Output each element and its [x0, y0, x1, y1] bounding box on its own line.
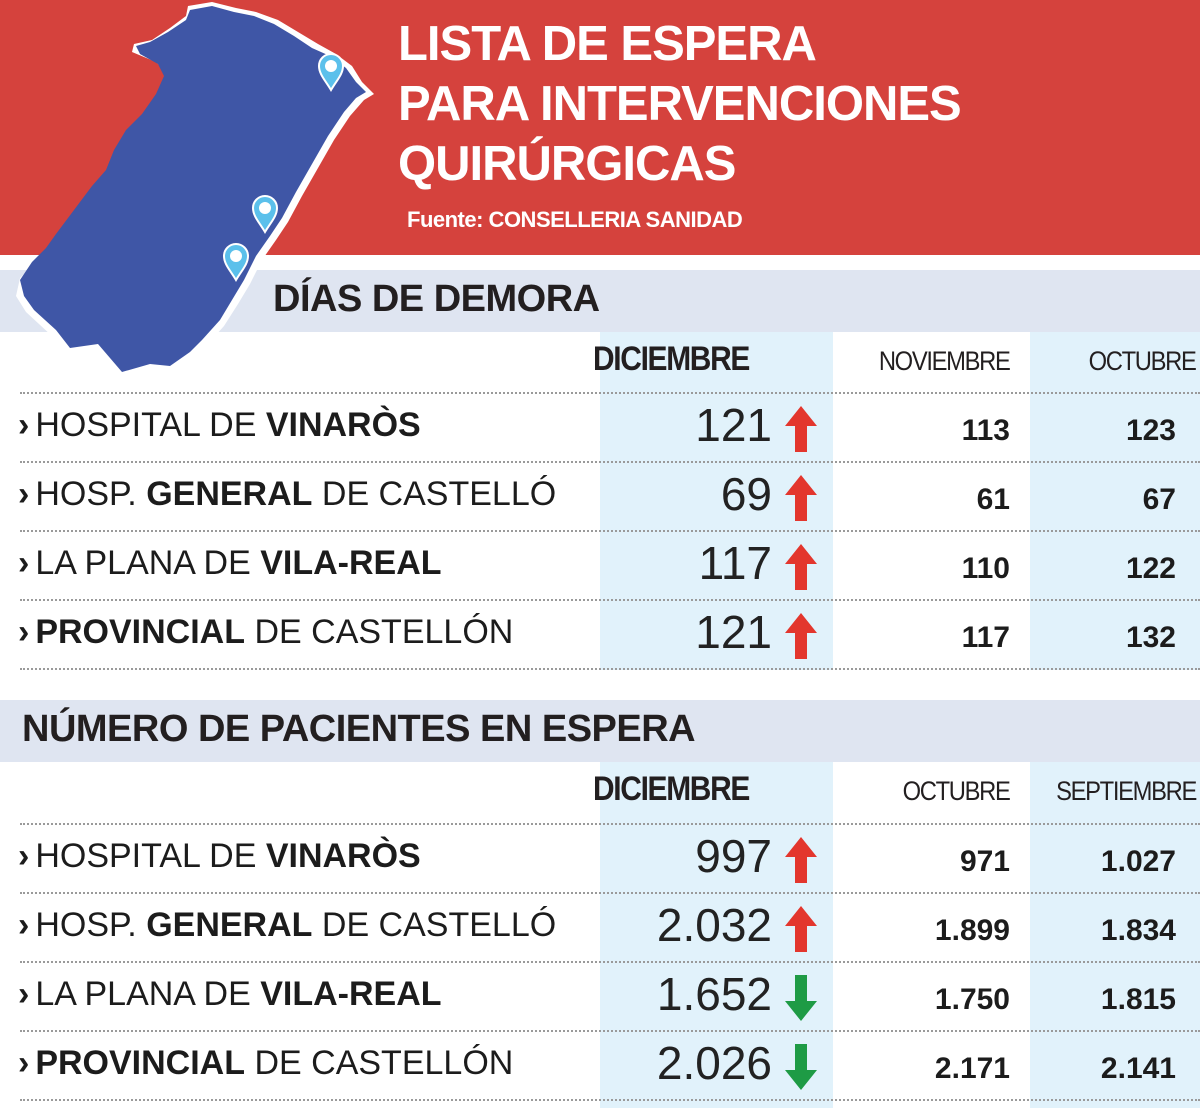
column-header: NOVIEMBRE: [879, 346, 1011, 376]
highlight-column-demora: [600, 332, 833, 670]
value-earlier: 2.141: [1100, 1052, 1176, 1085]
arrow-up-icon: [785, 406, 817, 452]
value-current: 121: [695, 399, 772, 451]
value-previous: 110: [961, 552, 1010, 585]
row-separator: [20, 392, 1200, 394]
value-current: 997: [695, 830, 772, 882]
value-current: 117: [698, 537, 772, 589]
row-label-part: HOSPITAL DE: [35, 837, 266, 875]
row-separator: [20, 1030, 1200, 1032]
row-label-part: PROVINCIAL: [35, 1044, 246, 1082]
row-label: › LA PLANA DE VILA-REAL: [18, 975, 442, 1014]
chevron-right-icon: ›: [18, 406, 30, 444]
section-title-demora: DÍAS DE DEMORA: [273, 278, 600, 320]
row-label-part: HOSP.: [35, 475, 147, 513]
arrow-down-icon: [785, 975, 817, 1021]
value-earlier: 1.834: [1100, 914, 1176, 947]
chevron-right-icon: ›: [18, 906, 30, 944]
title-line-3: QUIRÚRGICAS: [398, 137, 736, 191]
row-label-part: VINARÒS: [265, 406, 421, 444]
row-label: › HOSPITAL DE VINARÒS: [18, 406, 421, 445]
row-label-part: HOSPITAL DE: [35, 406, 266, 444]
row-label-part: DE CASTELLÓ: [312, 475, 557, 513]
column-header: OCTUBRE: [903, 776, 1011, 806]
chevron-right-icon: ›: [18, 975, 30, 1013]
value-earlier: 122: [1125, 552, 1176, 585]
section-band-pacientes: [0, 700, 1200, 762]
row-label: › PROVINCIAL DE CASTELLÓN: [18, 1044, 513, 1083]
source-text: Fuente: CONSELLERIA SANIDAD: [407, 207, 743, 232]
value-current: 2.032: [656, 899, 772, 951]
row-label: › LA PLANA DE VILA-REAL: [18, 544, 442, 583]
row-label-part: DE CASTELLÓ: [312, 906, 557, 944]
arrow-up-icon: [785, 613, 817, 659]
row-separator: [20, 961, 1200, 963]
row-label: › HOSP. GENERAL DE CASTELLÓ: [18, 475, 556, 514]
arrow-down-icon: [785, 1044, 817, 1090]
column-header: DICIEMBRE: [593, 770, 750, 808]
row-label: › PROVINCIAL DE CASTELLÓN: [18, 613, 513, 652]
province-map: [16, 2, 374, 378]
value-current: 121: [695, 606, 772, 658]
chevron-right-icon: ›: [18, 1044, 30, 1082]
value-earlier: 123: [1125, 414, 1176, 447]
column-header: DICIEMBRE: [593, 340, 750, 378]
row-label: › HOSPITAL DE VINARÒS: [18, 837, 421, 876]
row-separator: [20, 461, 1200, 463]
row-separator: [20, 892, 1200, 894]
arrow-up-icon: [785, 906, 817, 952]
highlight-column-pacientes-last: [1030, 762, 1200, 1108]
chevron-right-icon: ›: [18, 837, 30, 875]
row-label-part: DE CASTELLÓN: [245, 613, 514, 651]
row-separator: [20, 599, 1200, 601]
row-separator: [20, 1099, 1200, 1101]
value-previous: 61: [976, 483, 1010, 516]
row-label-part: HOSP.: [35, 906, 147, 944]
value-current: 2.026: [656, 1037, 772, 1089]
row-label-part: GENERAL: [146, 906, 313, 944]
value-earlier: 1.815: [1100, 983, 1176, 1016]
arrow-up-icon: [785, 544, 817, 590]
value-previous: 113: [961, 414, 1010, 447]
row-separator: [20, 823, 1200, 825]
hospital-pin-icon: [222, 243, 250, 282]
value-previous: 2.171: [934, 1052, 1010, 1085]
value-current: 69: [720, 468, 772, 520]
value-earlier: 67: [1142, 483, 1176, 516]
column-header: SEPTIEMBRE: [1056, 776, 1197, 806]
row-label-part: VILA-REAL: [260, 544, 442, 582]
hospital-pin-icon: [251, 195, 279, 234]
value-current: 1.652: [656, 968, 772, 1020]
row-label-part: VINARÒS: [265, 837, 421, 875]
row-label-part: LA PLANA DE: [35, 544, 261, 582]
highlight-column-pacientes: [600, 762, 833, 1108]
chevron-right-icon: ›: [18, 544, 30, 582]
column-header: OCTUBRE: [1089, 346, 1197, 376]
value-previous: 117: [961, 621, 1010, 654]
row-label: › HOSP. GENERAL DE CASTELLÓ: [18, 906, 556, 945]
row-label-part: DE CASTELLÓN: [245, 1044, 514, 1082]
highlight-column-demora-last: [1030, 332, 1200, 670]
arrow-up-icon: [785, 837, 817, 883]
title-line-1: LISTA DE ESPERA: [398, 17, 817, 71]
value-previous: 971: [959, 845, 1010, 878]
value-previous: 1.899: [934, 914, 1010, 947]
map-province-shape: [20, 6, 366, 372]
row-label-part: PROVINCIAL: [35, 613, 246, 651]
arrow-up-icon: [785, 475, 817, 521]
row-label-part: GENERAL: [146, 475, 313, 513]
chevron-right-icon: ›: [18, 613, 30, 651]
row-label-part: LA PLANA DE: [35, 975, 261, 1013]
title-line-2: PARA INTERVENCIONES: [398, 77, 962, 131]
value-earlier: 1.027: [1100, 845, 1176, 878]
infographic-title: LISTA DE ESPERA PARA INTERVENCIONES QUIR…: [398, 14, 962, 194]
hospital-pin-icon: [317, 53, 345, 92]
value-previous: 1.750: [934, 983, 1010, 1016]
chevron-right-icon: ›: [18, 475, 30, 513]
value-earlier: 132: [1125, 621, 1176, 654]
section-title-pacientes: NÚMERO DE PACIENTES EN ESPERA: [22, 708, 696, 750]
row-separator: [20, 668, 1200, 670]
row-separator: [20, 530, 1200, 532]
row-label-part: VILA-REAL: [260, 975, 442, 1013]
